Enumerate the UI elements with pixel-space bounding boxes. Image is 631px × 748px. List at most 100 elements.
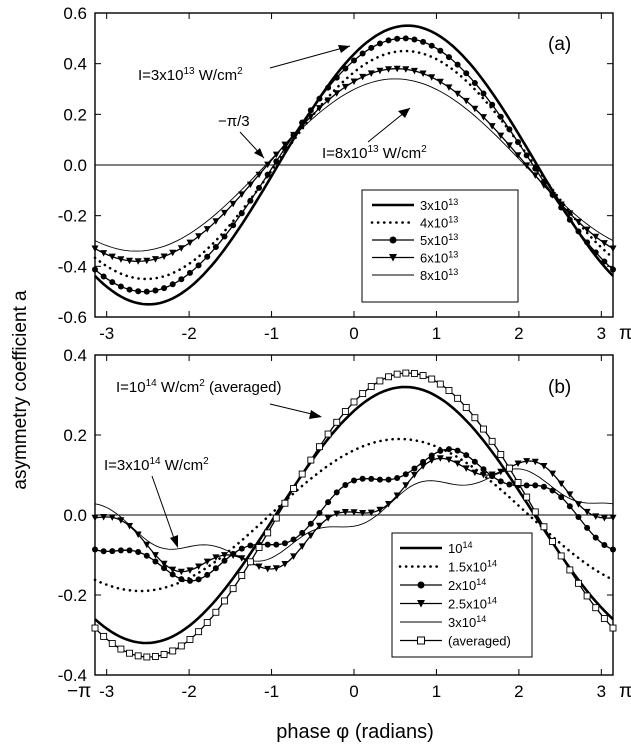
series-marker (549, 538, 557, 545)
series-marker (445, 54, 452, 61)
series-marker (307, 520, 314, 527)
series-marker (212, 244, 219, 251)
annotation-intensity-3e13: I=3x1013 W/cm2 (138, 66, 243, 84)
legend-label: 3x1013 (420, 197, 458, 213)
series-marker (584, 524, 591, 531)
legend-label: 1.5x1014 (448, 559, 497, 575)
series-marker (402, 66, 410, 73)
series-marker (247, 197, 254, 204)
series-marker (333, 90, 341, 97)
series-marker (186, 269, 193, 276)
series-marker (108, 253, 116, 261)
series-marker (255, 544, 263, 551)
series-line (93, 437, 615, 593)
annotation-arrow-3e14 (151, 475, 177, 545)
series-marker (333, 418, 341, 426)
y-tick-label: -0.2 (58, 207, 87, 226)
series-marker (393, 492, 401, 499)
series-marker (480, 471, 487, 479)
series-marker (523, 493, 531, 501)
series-marker (575, 513, 582, 520)
series-marker (281, 561, 289, 568)
series-marker (497, 132, 505, 140)
series-marker (436, 78, 444, 86)
series-marker (212, 608, 220, 616)
series-marker (600, 240, 608, 247)
series-marker (186, 567, 194, 574)
x-tick-label: 2 (514, 324, 523, 343)
series-marker (151, 256, 159, 263)
annotation-arrowhead-3e14 (170, 535, 178, 548)
series-marker (428, 452, 435, 459)
panel-b-label: (b) (548, 377, 571, 398)
series-marker (204, 253, 211, 260)
series-marker (368, 475, 375, 482)
series-marker (264, 161, 272, 169)
series-marker (203, 619, 211, 627)
panel-a-label: (a) (548, 34, 571, 55)
series-marker (531, 458, 539, 466)
series-marker (505, 142, 513, 149)
series-marker (238, 191, 246, 198)
series-marker (359, 73, 367, 81)
series-marker (247, 542, 254, 549)
series-marker (376, 67, 384, 75)
series-marker (221, 552, 228, 559)
series-marker (540, 523, 548, 531)
series-marker (462, 403, 470, 411)
series-marker (471, 105, 479, 113)
series-marker (566, 210, 574, 217)
legend-marker (417, 600, 425, 608)
series-marker (532, 482, 539, 489)
series-marker (515, 139, 522, 146)
series-marker (471, 79, 478, 86)
series-marker (540, 182, 548, 189)
series-marker (506, 126, 513, 133)
series-marker (410, 370, 418, 377)
series-marker (212, 554, 220, 561)
x-tick-label: -3 (99, 324, 114, 343)
series-marker (264, 541, 271, 548)
series-marker (117, 645, 125, 653)
legend-label: 8x1013 (420, 267, 458, 283)
series-marker (307, 113, 315, 121)
annotation-arrow-3e13 (269, 45, 351, 69)
series-marker (523, 152, 530, 159)
series-marker (324, 515, 332, 522)
x-tick-label: 0 (349, 324, 358, 343)
series-marker (143, 541, 151, 549)
series-marker (540, 483, 547, 490)
series-marker (195, 262, 202, 269)
series-marker (341, 83, 349, 91)
series-marker (514, 479, 522, 486)
series-marker (134, 652, 142, 660)
series-marker (463, 70, 470, 77)
series-marker (402, 482, 410, 489)
series-marker (91, 624, 99, 632)
series-marker (256, 184, 263, 191)
series-marker (367, 70, 375, 77)
y-tick-label: 0.0 (63, 156, 87, 175)
series-marker (558, 494, 565, 501)
series-marker (411, 465, 418, 472)
series-marker (609, 514, 617, 522)
series-marker (583, 226, 591, 234)
series-marker (178, 276, 185, 283)
series-marker (471, 469, 479, 477)
series-marker (462, 97, 470, 105)
series-marker (290, 553, 298, 560)
panel-b-legend: 1014 1.5x1014 2x1014 2.5x1014 3x1014 (average… (391, 532, 533, 658)
y-tick-label: 0.4 (63, 55, 87, 74)
series-marker (273, 158, 280, 165)
series-marker (385, 501, 393, 508)
series-marker (264, 565, 272, 573)
annotation-intensity-1e14: I=1014 W/cm2 (averaged) (116, 378, 282, 396)
series-marker (143, 288, 150, 295)
series-marker (169, 249, 177, 257)
series-marker (169, 647, 177, 655)
series-marker (359, 390, 367, 398)
series-marker (272, 514, 280, 522)
series-marker (151, 552, 159, 559)
series-marker (204, 571, 211, 578)
series-marker (316, 510, 323, 517)
